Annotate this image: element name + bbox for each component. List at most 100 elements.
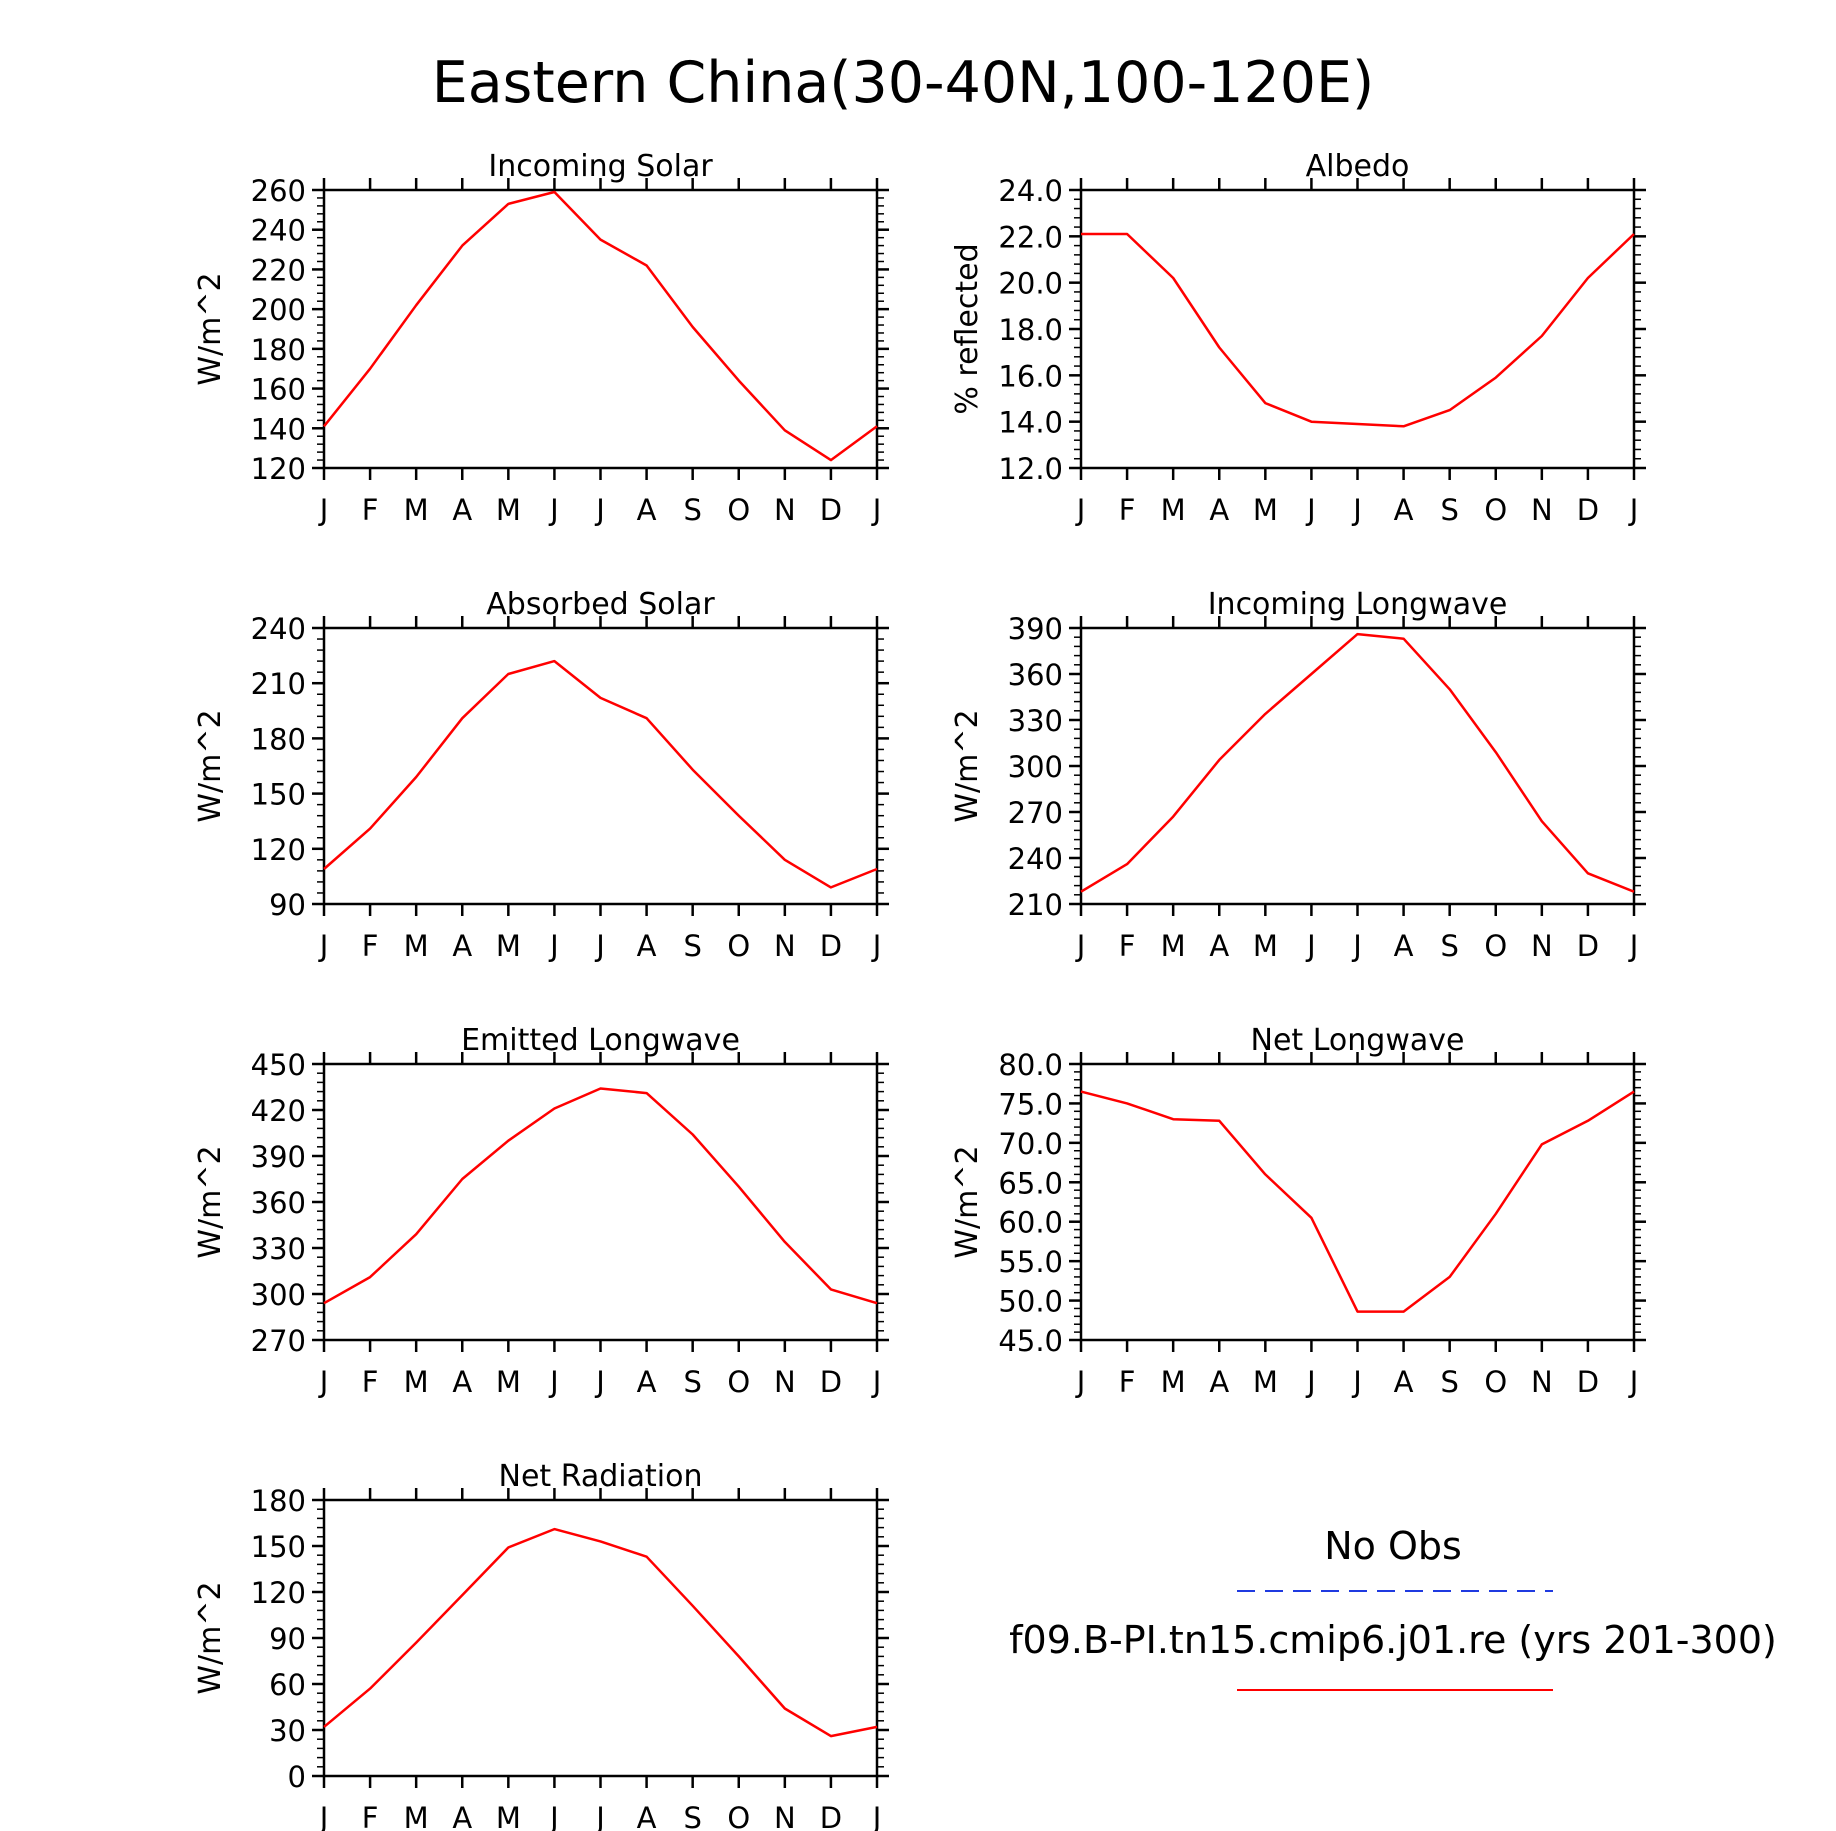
y-tick-label: 360 (251, 1186, 306, 1220)
x-tick-label: J (594, 929, 605, 963)
series-line (323, 190, 878, 462)
x-tick-label: M (404, 929, 429, 963)
y-tick-label: 180 (251, 722, 306, 756)
plot-frame (1079, 1062, 1636, 1342)
x-tick-label: J (548, 1365, 559, 1399)
x-tick-label: J (594, 1801, 605, 1831)
x-tick-label: M (1161, 929, 1186, 963)
x-tick-label: N (774, 1365, 796, 1399)
x-tick-label: F (1119, 493, 1136, 527)
x-tick-label: D (820, 929, 842, 963)
x-tick-label: J (1075, 929, 1086, 963)
x-tick-label: S (1440, 493, 1458, 527)
y-tick-label: 30 (269, 1714, 306, 1748)
x-tick-label: J (1628, 1365, 1639, 1399)
x-tick-label: J (871, 1365, 882, 1399)
x-tick-label: D (820, 1801, 842, 1831)
y-tick-label: 240 (251, 214, 306, 248)
y-tick-label: 360 (1008, 658, 1063, 692)
series-line (1080, 1090, 1635, 1313)
x-tick-label: A (637, 1801, 657, 1831)
x-tick-label: F (362, 493, 379, 527)
x-tick-label: O (1484, 929, 1507, 963)
x-tick-label: A (637, 493, 657, 527)
x-tick-label: D (1577, 1365, 1599, 1399)
y-tick-label: 80.0 (998, 1048, 1063, 1082)
x-tick-label: D (1577, 929, 1599, 963)
x-tick-label: S (1440, 1365, 1458, 1399)
y-tick-label: 140 (251, 412, 306, 446)
x-tick-label: J (318, 493, 329, 527)
x-tick-label: J (1628, 493, 1639, 527)
x-tick-label: M (404, 493, 429, 527)
x-tick-label: S (683, 1365, 701, 1399)
x-tick-label: J (1305, 1365, 1316, 1399)
x-tick-label: N (774, 493, 796, 527)
y-tick-label: 120 (251, 833, 306, 867)
y-tick-label: 150 (251, 1530, 306, 1564)
tick-marks (312, 178, 889, 480)
x-tick-label: M (404, 1801, 429, 1831)
x-tick-label: M (496, 929, 521, 963)
y-tick-label: 20.0 (998, 267, 1063, 301)
y-tick-label: 270 (1008, 796, 1063, 830)
y-tick-label: 70.0 (998, 1127, 1063, 1161)
y-tick-label: 60 (269, 1668, 306, 1702)
y-tick-label: 90 (269, 1622, 306, 1656)
y-tick-label: 120 (251, 452, 306, 486)
x-tick-label: S (683, 929, 701, 963)
y-tick-label: 24.0 (998, 174, 1063, 208)
series-line (1081, 232, 1635, 428)
y-axis-label: W/m^2 (193, 1581, 228, 1694)
plot-frame (1079, 626, 1636, 906)
y-tick-label: 220 (251, 253, 306, 287)
y-tick-label: 180 (251, 333, 306, 367)
series-line (1080, 632, 1635, 893)
plot-frame (322, 1062, 879, 1342)
x-tick-label: O (727, 1365, 750, 1399)
x-tick-label: J (1075, 1365, 1086, 1399)
y-tick-label: 450 (251, 1048, 306, 1082)
y-axis-label: W/m^2 (193, 1145, 228, 1258)
x-tick-label: F (362, 1365, 379, 1399)
y-tick-label: 55.0 (998, 1245, 1063, 1279)
x-tick-label: A (452, 929, 472, 963)
tick-marks (312, 616, 889, 916)
x-tick-label: J (594, 1365, 605, 1399)
y-axis-label: W/m^2 (950, 1145, 985, 1258)
x-tick-label: A (1394, 1365, 1414, 1399)
x-tick-label: M (1253, 493, 1278, 527)
y-tick-label: 210 (1008, 888, 1063, 922)
x-tick-label: J (318, 929, 329, 963)
y-tick-label: 390 (1008, 612, 1063, 646)
tick-marks (312, 1488, 889, 1788)
x-tick-label: J (871, 1801, 882, 1831)
y-tick-label: 180 (251, 1484, 306, 1518)
y-axis-label: W/m^2 (193, 272, 228, 385)
y-tick-label: 60.0 (998, 1206, 1063, 1240)
y-tick-label: 270 (251, 1324, 306, 1358)
y-tick-label: 390 (251, 1140, 306, 1174)
plot-frame (322, 188, 879, 470)
y-tick-label: 260 (251, 174, 306, 208)
x-tick-label: S (683, 493, 701, 527)
x-tick-label: N (774, 1801, 796, 1831)
x-tick-label: J (548, 929, 559, 963)
x-tick-label: J (1305, 493, 1316, 527)
y-tick-label: 300 (1008, 750, 1063, 784)
x-tick-label: N (1531, 493, 1553, 527)
x-tick-label: O (727, 493, 750, 527)
y-tick-label: 150 (251, 778, 306, 812)
x-tick-label: J (1305, 929, 1316, 963)
plot-frame (322, 626, 879, 906)
x-tick-label: J (1351, 929, 1362, 963)
x-tick-label: A (1209, 1365, 1229, 1399)
x-tick-label: J (871, 929, 882, 963)
x-tick-label: J (318, 1801, 329, 1831)
y-tick-label: 210 (251, 667, 306, 701)
